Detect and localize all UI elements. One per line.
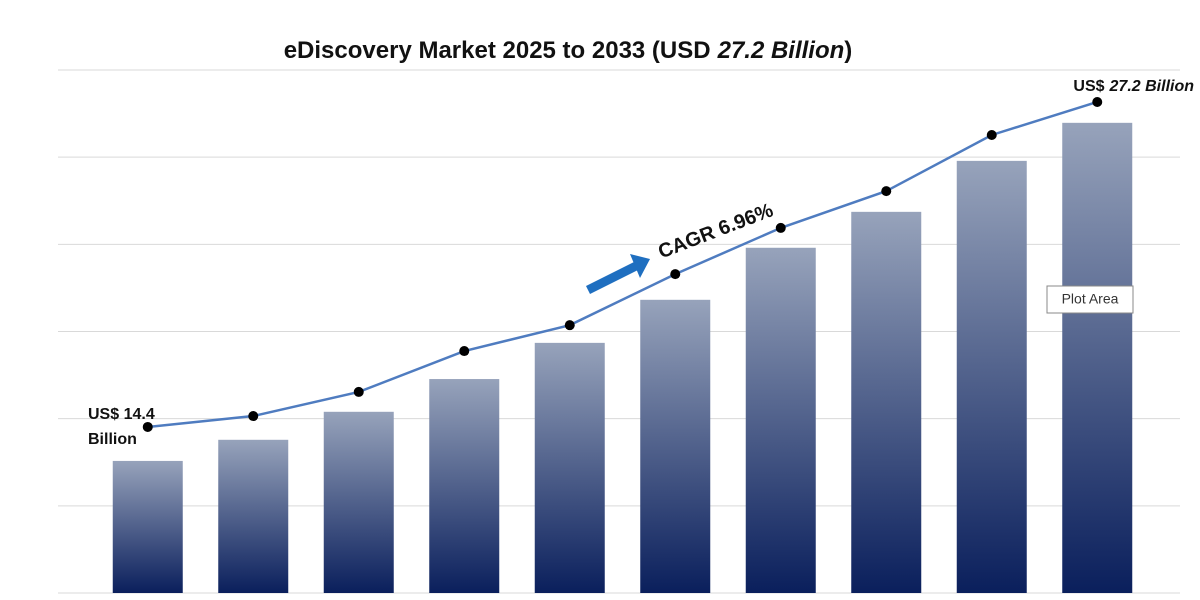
bars [112,122,1133,594]
bar [956,160,1027,594]
line-point [353,386,364,397]
chart-title: eDiscovery Market 2025 to 2033 (USD 27.2 … [284,37,853,64]
line-point [248,411,259,422]
bar [534,342,605,593]
arrow-shaft [585,261,639,295]
arrow-head [630,254,650,278]
line-point [775,222,786,233]
tooltip: Plot Area [1046,285,1134,314]
tooltip-box [1046,285,1134,314]
end-prefix: US$ [1073,78,1104,95]
end-italic: 27.2 Billion [1109,78,1195,95]
line-point [986,129,997,140]
bar [112,460,183,593]
bar [851,211,922,593]
bar [1062,122,1133,594]
title-italic: 27.2 Billion [717,37,845,64]
line-point [1092,96,1103,107]
line-point [564,320,575,331]
line-layer [142,96,1103,432]
tooltip-text: Plot Area [1062,291,1119,307]
cagr-arrow [585,254,650,295]
bar [640,299,711,593]
line-point [142,421,153,432]
title-main: eDiscovery Market 2025 to 2033 (USD [284,37,711,64]
line-point [459,346,470,357]
bar [745,247,816,594]
bar [429,379,500,593]
bar [218,439,289,593]
line-point [881,186,892,197]
line-point [670,269,681,280]
bar [323,411,394,593]
start-label: US$ 14.4 Billion [88,406,155,448]
title-close: ) [844,37,852,64]
end-label: US$ 27.2 Billion [1073,78,1194,95]
trend-line [147,100,1098,429]
